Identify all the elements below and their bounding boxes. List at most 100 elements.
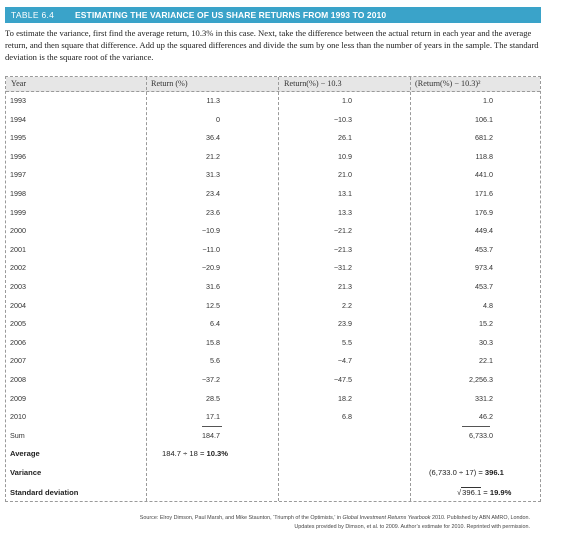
squared-diff-cell: 453.7 xyxy=(475,244,493,254)
variance-formula: (6,733.0 ÷ 17) = 396.1 xyxy=(429,468,504,477)
sum-rule-return xyxy=(202,426,222,427)
average-result: 10.3% xyxy=(206,449,229,458)
squared-diff-cell: 46.2 xyxy=(479,412,493,422)
table-row: 1994 0 −10.3 106.1 xyxy=(6,110,540,129)
squared-diff-cell: 441.0 xyxy=(475,170,493,180)
year-cell: Sum xyxy=(10,430,25,440)
table-title: ESTIMATING THE VARIANCE OF US SHARE RETU… xyxy=(75,10,387,20)
table-row: 2004 12.5 2.2 4.8 xyxy=(6,296,540,315)
stddev-radicand: 396.1 xyxy=(461,487,482,497)
variance-calc: (6,733.0 ÷ 17) = xyxy=(429,468,485,477)
year-cell: 1993 xyxy=(10,96,26,105)
year-cell: 2007 xyxy=(10,356,26,366)
squared-diff-cell: 22.1 xyxy=(479,356,493,366)
header-squared-diff: (Return(%) − 10.3)² xyxy=(415,79,481,88)
table-row: 1998 23.4 13.1 171.6 xyxy=(6,184,540,203)
intro-paragraph: To estimate the variance, first find the… xyxy=(5,28,539,63)
header-return: Return (%) xyxy=(151,79,188,88)
year-cell: 2003 xyxy=(10,282,26,291)
year-cell: 2004 xyxy=(10,300,26,310)
squared-diff-cell: 4.8 xyxy=(483,300,493,310)
return-minus-avg-cell: −10.3 xyxy=(333,114,352,124)
return-cell: 17.1 xyxy=(206,412,220,422)
year-cell: 2006 xyxy=(10,337,26,347)
return-minus-avg-cell: 10.9 xyxy=(338,151,352,161)
return-cell: 23.4 xyxy=(206,189,220,198)
squared-diff-cell: 331.2 xyxy=(475,393,493,403)
average-label: Average xyxy=(10,449,40,458)
squared-diff-cell: 171.6 xyxy=(475,189,493,198)
return-cell: 12.5 xyxy=(206,300,220,310)
table-header-bar: TABLE 6.4 ESTIMATING THE VARIANCE OF US … xyxy=(5,7,541,23)
return-minus-avg-cell: −47.5 xyxy=(333,375,352,384)
table-row: 2003 31.6 21.3 453.7 xyxy=(6,277,540,296)
year-cell: 2000 xyxy=(10,226,26,236)
table-row: 2007 5.6 −4.7 22.1 xyxy=(6,351,540,370)
average-formula: 184.7 ÷ 18 = 10.3% xyxy=(162,449,228,458)
table-row: 1999 23.6 13.3 176.9 xyxy=(6,203,540,222)
year-cell: 1996 xyxy=(10,151,26,161)
variance-table: Year Return (%) Return(%) − 10.3 (Return… xyxy=(5,76,541,502)
sqrt-icon: √ xyxy=(457,488,462,497)
squared-diff-cell: 176.9 xyxy=(475,207,493,217)
squared-diff-cell: 15.2 xyxy=(479,319,493,329)
return-cell: 31.3 xyxy=(206,170,220,180)
return-minus-avg-cell: 5.5 xyxy=(342,337,352,347)
return-cell: 15.8 xyxy=(206,337,220,347)
column-divider xyxy=(410,77,411,501)
return-cell: −20.9 xyxy=(201,263,220,273)
source-suffix: 2010. Published by ABN AMRO, London. xyxy=(430,515,530,521)
return-minus-avg-cell: 2.2 xyxy=(342,300,352,310)
return-minus-avg-cell: −21.3 xyxy=(333,244,352,254)
year-cell: 1995 xyxy=(10,133,26,143)
return-cell: 28.5 xyxy=(206,393,220,403)
year-cell: 2005 xyxy=(10,319,26,329)
squared-diff-cell: 118.8 xyxy=(475,151,493,161)
return-cell: −11.0 xyxy=(202,244,220,254)
return-cell: 36.4 xyxy=(206,133,220,143)
return-minus-avg-cell: 18.2 xyxy=(338,393,352,403)
column-divider xyxy=(278,77,279,501)
header-return-minus-avg: Return(%) − 10.3 xyxy=(284,79,342,88)
squared-diff-cell: 106.1 xyxy=(475,114,493,124)
table-row: 1996 21.2 10.9 118.8 xyxy=(6,147,540,166)
return-cell: 21.2 xyxy=(206,151,220,161)
return-cell: 11.3 xyxy=(206,96,220,105)
year-cell: 2001 xyxy=(10,244,26,254)
average-calc: 184.7 ÷ 18 = xyxy=(162,449,207,458)
year-cell: 2008 xyxy=(10,375,26,384)
year-cell: 2009 xyxy=(10,393,26,403)
header-year: Year xyxy=(11,79,27,88)
table-row: 2000 −10.9 −21.2 449.4 xyxy=(6,221,540,240)
year-cell: 1998 xyxy=(10,189,26,198)
return-cell: −37.2 xyxy=(201,375,220,384)
table-row: 1993 11.3 1.0 1.0 xyxy=(6,91,540,110)
sum-rule-squared xyxy=(462,426,490,427)
squared-diff-cell: 681.2 xyxy=(475,133,493,143)
source-prefix: Source: Elroy Dimson, Paul Marsh, and Mi… xyxy=(139,515,343,521)
table-header-row: Year Return (%) Return(%) − 10.3 (Return… xyxy=(6,77,540,92)
table-row: 2002 −20.9 −31.2 973.4 xyxy=(6,258,540,277)
squared-diff-cell: 1.0 xyxy=(483,96,493,105)
stddev-label: Standard deviation xyxy=(10,488,79,497)
squared-diff-cell: 30.3 xyxy=(479,337,493,347)
return-minus-avg-cell: 6.8 xyxy=(342,412,352,422)
table-row: 1995 36.4 26.1 681.2 xyxy=(6,128,540,147)
source-line-1: Source: Elroy Dimson, Paul Marsh, and Mi… xyxy=(60,514,530,523)
table-row: 1997 31.3 21.0 441.0 xyxy=(6,165,540,184)
return-minus-avg-cell: −31.2 xyxy=(333,263,352,273)
stddev-equals: = xyxy=(481,488,490,497)
return-minus-avg-cell: 21.0 xyxy=(338,170,352,180)
table-row: 2010 17.1 6.8 46.2 xyxy=(6,407,540,426)
source-publication: Global Investment Returns Yearbook xyxy=(342,515,431,521)
stddev-result: 19.9% xyxy=(489,488,512,497)
return-minus-avg-cell: 1.0 xyxy=(342,96,352,105)
return-cell: 31.6 xyxy=(206,282,220,291)
return-cell: 23.6 xyxy=(206,207,220,217)
table-row: 2001 −11.0 −21.3 453.7 xyxy=(6,240,540,259)
return-minus-avg-cell: −4.7 xyxy=(337,356,352,366)
return-cell: 0 xyxy=(216,114,220,124)
return-cell: 184.7 xyxy=(202,430,220,440)
squared-diff-cell: 453.7 xyxy=(475,282,493,291)
year-cell: 1997 xyxy=(10,170,26,180)
